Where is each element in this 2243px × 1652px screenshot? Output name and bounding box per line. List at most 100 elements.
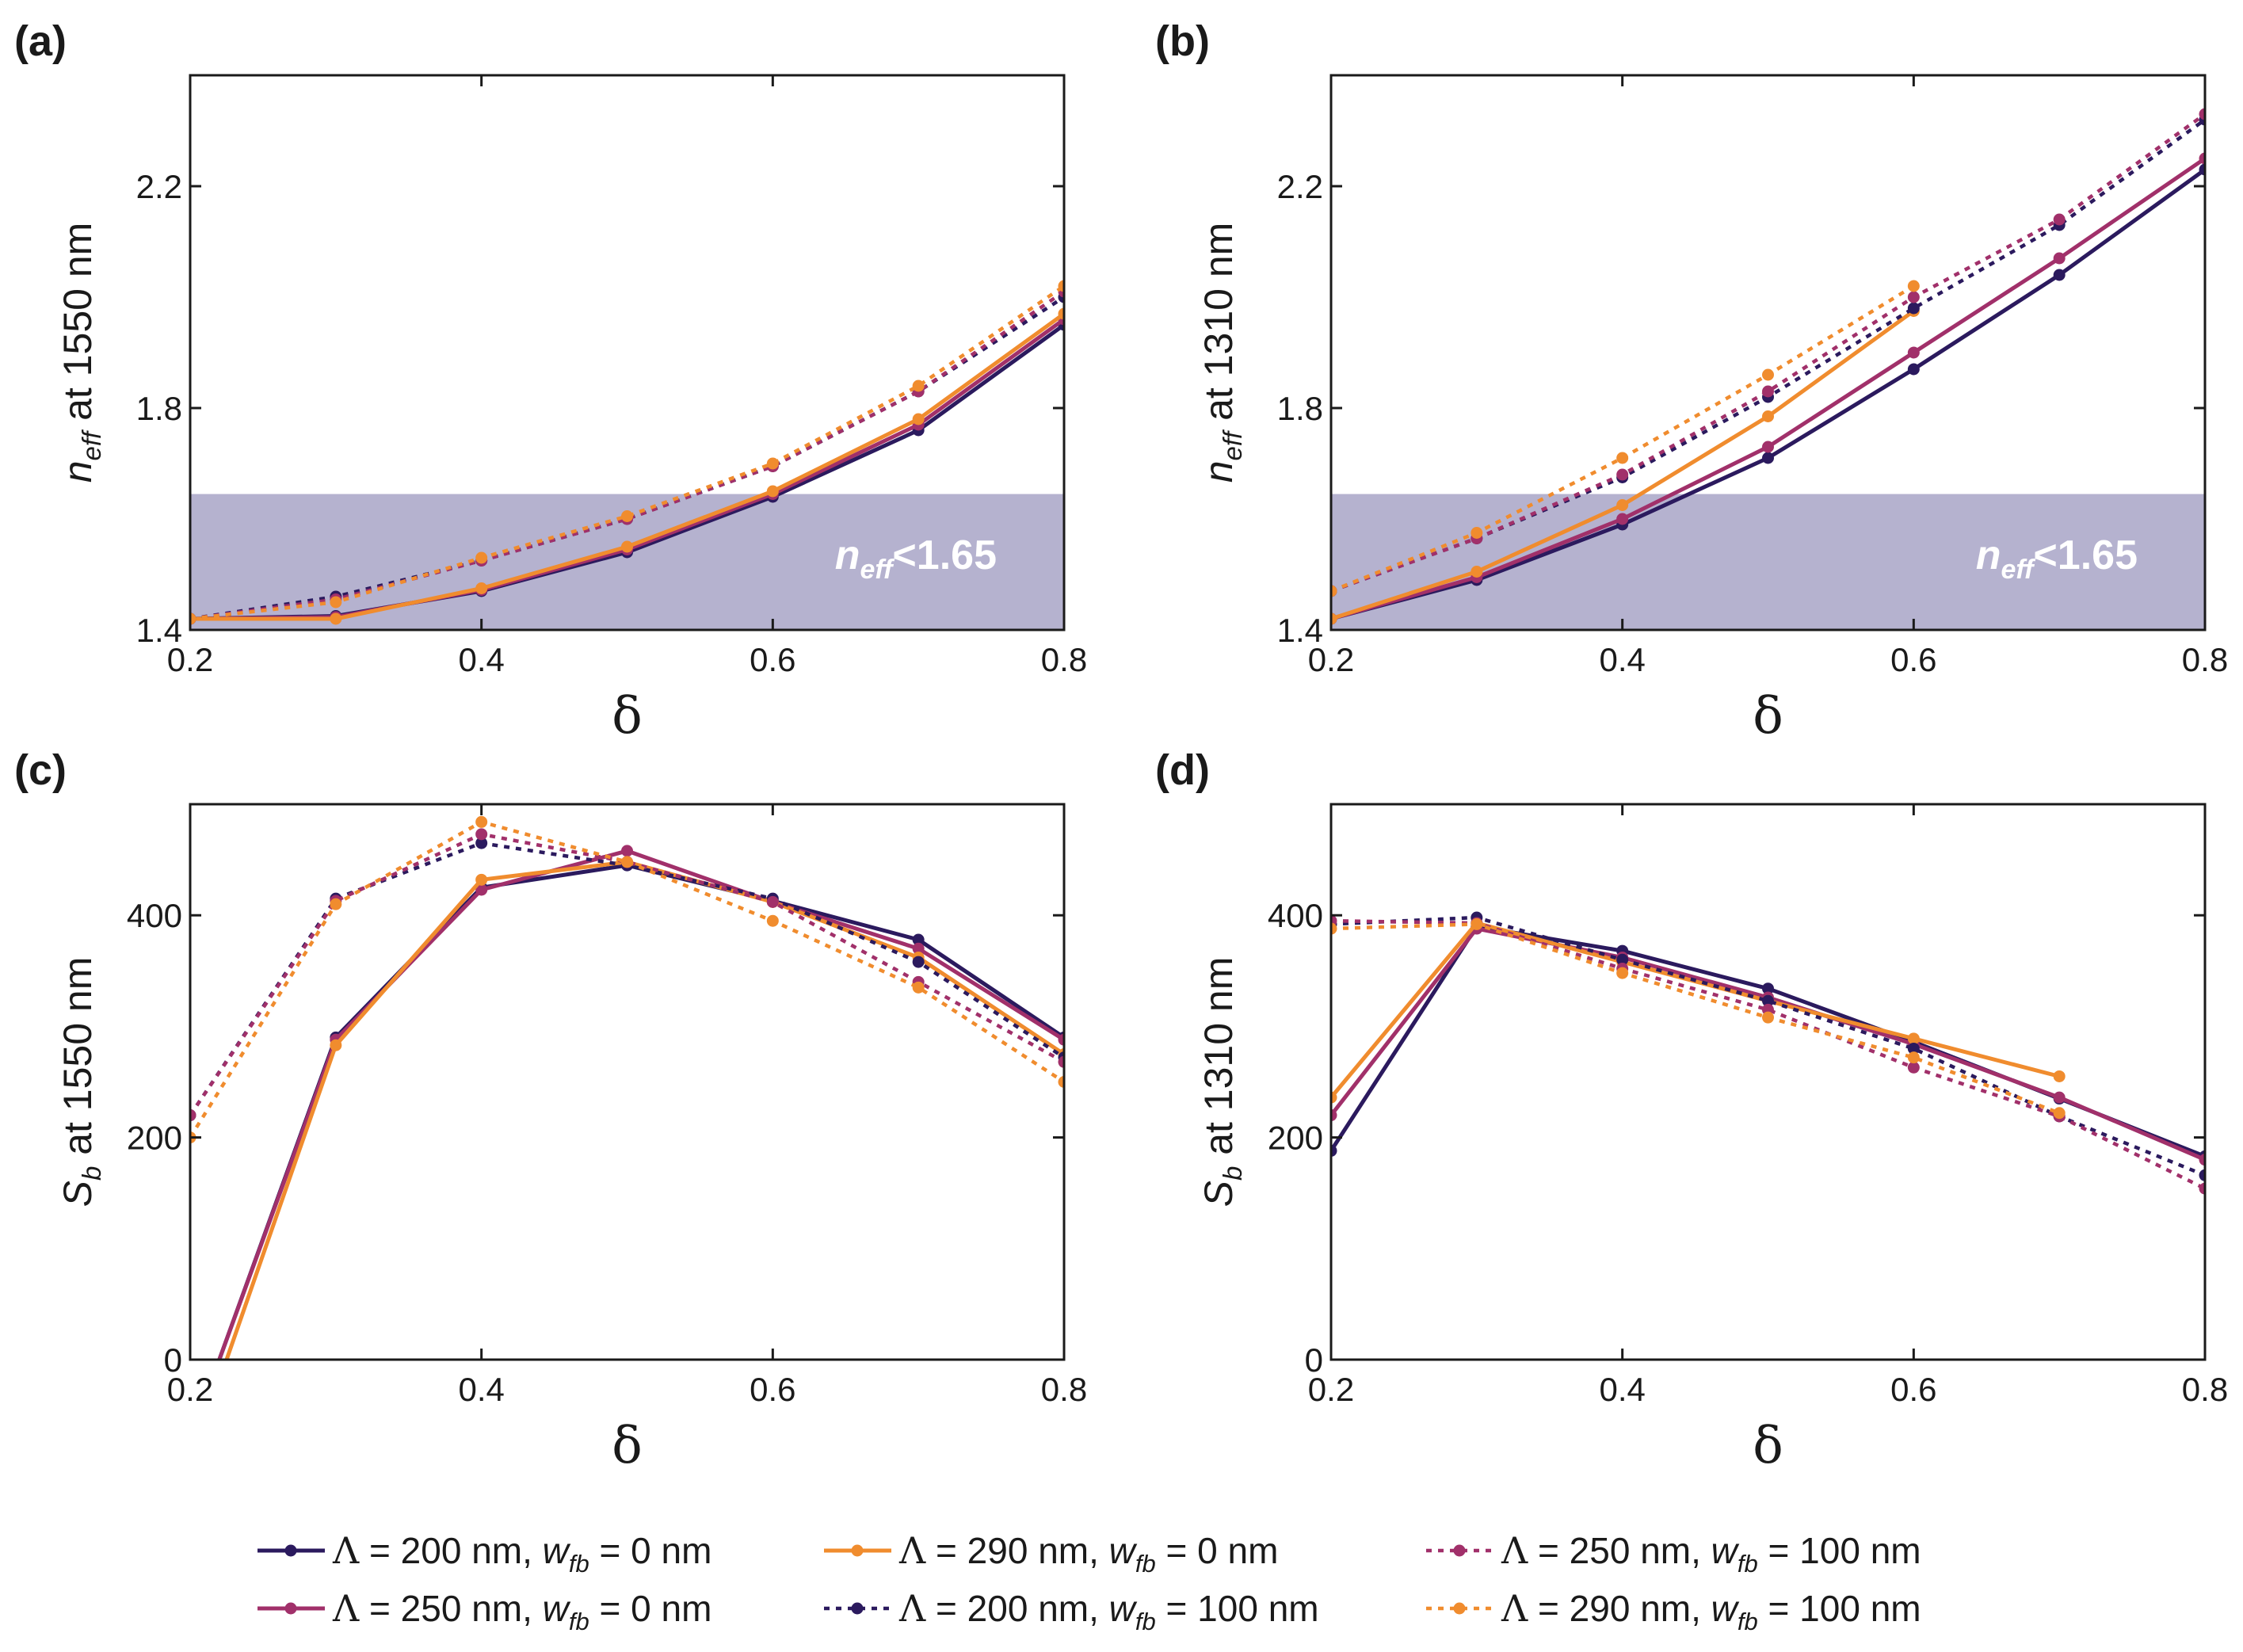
data-point-s290_100 (621, 510, 633, 522)
y-tick-label: 1.8 (1277, 390, 1323, 427)
x-axis-title: δ (1753, 1417, 1783, 1475)
legend-label: Λ = 290 nm, wfb = 100 nm (1501, 1587, 1921, 1635)
data-point-s250_0 (2053, 1091, 2066, 1104)
data-point-s290_100 (621, 856, 633, 868)
plot-frame (189, 74, 1066, 631)
data-point-s290_0 (2053, 1070, 2066, 1082)
data-point-s290_0 (330, 1039, 342, 1051)
x-tick-label: 0.2 (167, 641, 213, 678)
data-point-s290_100 (1331, 585, 1337, 597)
data-point-s290_100 (1616, 967, 1629, 979)
x-tick-label: 0.6 (1890, 641, 1936, 678)
data-point-s290_0 (475, 582, 488, 594)
data-point-s200_0 (1331, 1144, 1337, 1157)
data-point-s290_100 (912, 380, 925, 392)
x-tick-label: 0.8 (2182, 1371, 2228, 1408)
y-axis-title: Sb at 1550 nm (55, 957, 106, 1208)
data-point-s200_0 (2053, 269, 2066, 281)
data-point-s250_0 (621, 845, 633, 857)
shade-label: neff<1.65 (835, 532, 997, 585)
series-line-s200_100 (1331, 915, 2205, 1177)
panel-b: neff<1.65 0.2 0.4 0.6 0.8 1.4 1.8 2.2 δ neff at 1… (1155, 17, 2228, 746)
data-point-s250_0 (912, 942, 925, 955)
y-tick-label: 1.4 (1277, 612, 1323, 649)
data-point-s250_0 (475, 883, 488, 896)
data-point-s290_0 (1471, 566, 1483, 578)
x-tick-label: 0.2 (167, 1371, 213, 1408)
legend-item-s250_100: Λ = 250 nm, wfb = 100 nm (1426, 1529, 1921, 1578)
data-point-s290_0 (1331, 1091, 1337, 1104)
legend-item-s250_0: Λ = 250 nm, wfb = 0 nm (257, 1587, 711, 1635)
x-tick-label: 0.4 (458, 641, 504, 678)
data-point-s290_0 (912, 413, 925, 425)
y-tick-label: 1.8 (136, 390, 182, 427)
x-tick-label: 0.6 (1890, 1371, 1936, 1408)
data-point-s250_100 (475, 828, 488, 841)
data-point-s200_0 (1762, 452, 1774, 464)
x-tick-label: 0.8 (1041, 1371, 1087, 1408)
data-point-s200_0 (1762, 982, 1774, 995)
data-point-s200_100 (2199, 1169, 2205, 1181)
y-tick-label: 1.4 (136, 612, 182, 649)
y-axis-title: neff at 1310 nm (1196, 223, 1247, 483)
y-axis-title: neff at 1550 nm (55, 223, 106, 483)
data-point-s200_100 (1762, 994, 1774, 1007)
panel-c: 0.2 0.4 0.6 0.8 0 200 400 δ Sb at 1550 nm (c) (14, 746, 1087, 1475)
panel-label: (c) (14, 746, 67, 794)
data-point-s250_0 (2053, 252, 2066, 265)
plot-area (1331, 108, 2205, 625)
x-tick-label: 0.6 (750, 1371, 795, 1408)
panel-label: (d) (1155, 746, 1210, 794)
data-point-s200_0 (1907, 363, 1920, 376)
y-axis-title: Sb at 1310 nm (1196, 957, 1247, 1208)
x-tick-label: 0.2 (1308, 641, 1354, 678)
data-point-s250_100 (190, 1109, 196, 1122)
legend-marker (851, 1544, 864, 1557)
data-point-s290_100 (1616, 452, 1629, 464)
y-tick-label: 400 (1268, 897, 1323, 934)
legend: Λ = 200 nm, wfb = 0 nm Λ = 250 nm, wfb = … (257, 1529, 1921, 1635)
plot-frame (1329, 803, 2207, 1361)
data-point-s250_100 (1058, 1055, 1064, 1068)
data-point-s290_0 (766, 485, 779, 498)
panel-d: 0.2 0.4 0.6 0.8 0 200 400 δ Sb at 1310 nm (d) (1155, 746, 2228, 1475)
x-tick-label: 0.2 (1308, 1371, 1354, 1408)
data-point-s290_100 (330, 898, 342, 910)
x-tick-label: 0.4 (458, 1371, 504, 1408)
y-tick-label: 2.2 (136, 168, 182, 205)
x-tick-label: 0.4 (1599, 1371, 1645, 1408)
data-point-s250_0 (1331, 1109, 1337, 1122)
legend-item-s290_100: Λ = 290 nm, wfb = 100 nm (1426, 1587, 1921, 1635)
legend-item-s290_0: Λ = 290 nm, wfb = 0 nm (824, 1529, 1278, 1578)
plot-frame (1329, 74, 2207, 631)
data-point-s250_100 (1907, 1061, 1920, 1074)
series-line-s200_0 (217, 863, 1064, 1360)
data-point-s290_100 (766, 914, 779, 927)
data-point-s250_0 (2199, 152, 2205, 165)
series-line-s290_0 (224, 860, 1064, 1360)
plot-frame (189, 803, 1066, 1361)
x-tick-label: 0.8 (1041, 641, 1087, 678)
data-point-s290_100 (1907, 280, 1920, 292)
data-point-s250_100 (1762, 385, 1774, 398)
panel-a: neff<1.65 0.2 0.4 0.6 0.8 1.4 1.8 2.2 δ neff at 1… (14, 17, 1087, 746)
data-point-s250_0 (1058, 1033, 1064, 1046)
data-point-s290_0 (621, 540, 633, 553)
data-point-s290_0 (475, 873, 488, 886)
legend-item-s200_100: Λ = 200 nm, wfb = 100 nm (824, 1587, 1319, 1635)
data-point-s250_0 (1616, 513, 1629, 525)
data-point-s250_100 (2199, 1182, 2205, 1195)
x-axis-title: δ (612, 1417, 643, 1475)
series-line-s290_100 (1331, 922, 2061, 1115)
x-tick-label: 0.8 (2182, 641, 2228, 678)
shade-label: neff<1.65 (1976, 532, 2138, 585)
data-point-s200_100 (1907, 302, 1920, 315)
y-tick-label: 2.2 (1277, 168, 1323, 205)
series-line-s290_0 (1331, 921, 2060, 1099)
data-point-s290_0 (1331, 612, 1337, 625)
data-point-s290_0 (1762, 410, 1774, 422)
data-point-s290_100 (475, 551, 488, 564)
data-point-s250_100 (766, 895, 779, 908)
y-tick-label: 200 (127, 1120, 182, 1157)
data-point-s290_100 (1058, 280, 1064, 292)
